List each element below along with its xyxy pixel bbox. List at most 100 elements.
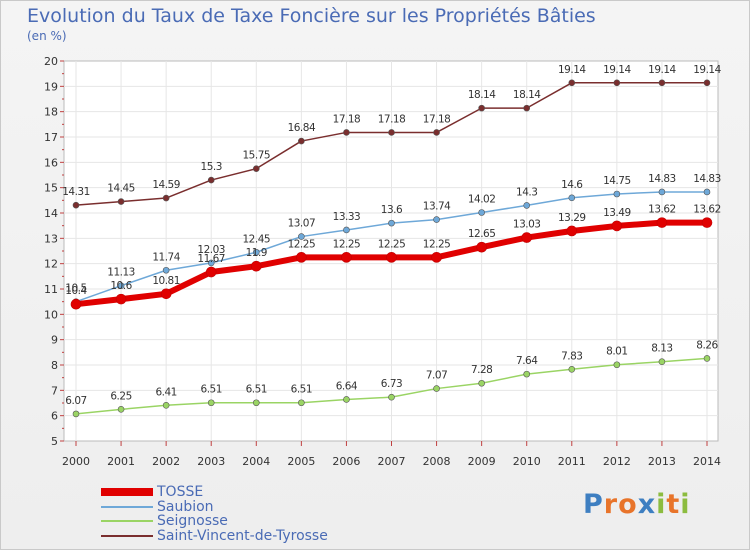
data-label: 18.14 [468,89,496,101]
data-point [431,252,442,263]
data-point [343,226,350,234]
y-tick-label: 7 [51,384,58,397]
data-point [703,188,711,196]
legend-item: Saint-Vincent-de-Tyrosse [101,529,328,544]
data-label: 7.07 [426,370,447,382]
data-point [703,355,711,362]
data-point [521,232,533,243]
data-point [523,104,531,112]
data-label: 14.59 [152,179,180,191]
data-label: 19.14 [648,64,676,76]
data-label: 11.74 [152,251,180,263]
data-label: 19.14 [693,64,721,76]
data-label: 19.14 [603,64,631,76]
data-point [386,252,397,263]
data-point [388,393,395,401]
data-label: 17.18 [423,113,451,125]
data-label: 7.28 [471,364,492,376]
data-label: 12.03 [197,244,225,256]
data-label: 11.9 [246,247,267,259]
data-point [70,298,82,310]
x-tick-label: 2012 [603,455,631,468]
logo-letter: P [583,489,604,520]
y-tick-label: 20 [44,55,58,68]
legend-item: Saubion [101,500,328,515]
data-label: 6.51 [291,384,312,396]
data-point [656,217,668,228]
legend-label: Saubion [157,498,214,515]
data-label: 13.03 [513,219,541,231]
data-point [205,266,217,278]
data-label: 10.4 [65,285,87,297]
data-point [476,241,487,253]
x-tick-label: 2014 [693,455,721,468]
data-point [117,406,125,413]
proxiti-logo: Proxiti [583,489,691,520]
data-label: 11.67 [197,253,225,265]
data-label: 6.51 [201,384,222,396]
y-tick-label: 15 [44,182,58,195]
data-point [296,252,307,263]
data-label: 12.45 [243,233,271,245]
x-tick-label: 2010 [513,455,541,468]
y-tick-label: 13 [44,232,58,245]
data-point [388,129,395,136]
legend-swatch [101,505,153,508]
data-point [250,260,262,272]
data-label: 11.13 [107,267,135,279]
data-label: 16.84 [288,122,316,134]
data-label: 6.73 [381,378,402,390]
logo-letter: o [618,489,638,520]
data-label: 13.62 [693,204,721,216]
data-label: 6.51 [246,384,267,396]
data-point [658,358,666,366]
data-point [433,216,440,223]
data-label: 19.14 [558,64,586,76]
data-point [72,410,80,418]
data-label: 6.07 [65,395,86,407]
y-tick-label: 16 [44,156,58,169]
data-label: 12.25 [423,238,451,250]
x-tick-label: 2005 [287,455,315,468]
data-label: 14.45 [107,183,135,195]
y-tick-label: 11 [44,283,58,296]
data-point [162,266,170,274]
data-point [433,385,440,392]
x-tick-label: 2009 [468,455,496,468]
data-label: 13.6 [381,204,403,216]
logo-letter: i [680,489,691,520]
x-tick-label: 2013 [648,455,676,468]
data-point [207,176,215,184]
data-label: 10.81 [152,275,180,287]
data-point [252,399,260,407]
data-point [478,104,485,112]
y-tick-label: 10 [44,308,58,321]
data-point [388,219,395,227]
data-point [207,399,215,407]
logo-letter: i [656,489,667,520]
data-point [478,379,485,387]
data-point [701,217,713,228]
unit-label: (en %) [27,29,67,43]
data-point [160,288,172,300]
logo-letter: x [637,489,657,520]
x-tick-label: 2008 [423,455,451,468]
data-label: 8.26 [696,339,718,351]
chart-title: Evolution du Taux de Taxe Foncière sur l… [27,5,596,27]
logo-letter: t [666,489,681,520]
data-point [298,137,305,145]
y-tick-label: 14 [44,207,58,220]
data-point [566,225,578,237]
data-point [523,202,531,209]
data-label: 14.83 [648,173,676,185]
data-label: 13.62 [648,204,676,216]
x-tick-label: 2002 [152,455,180,468]
data-point [162,194,170,202]
data-label: 8.13 [651,343,672,355]
data-label: 12.65 [468,228,496,240]
data-label: 13.07 [288,218,316,230]
x-tick-label: 2011 [558,455,586,468]
legend-swatch [101,534,153,537]
legend-item: Seignosse [101,514,328,529]
